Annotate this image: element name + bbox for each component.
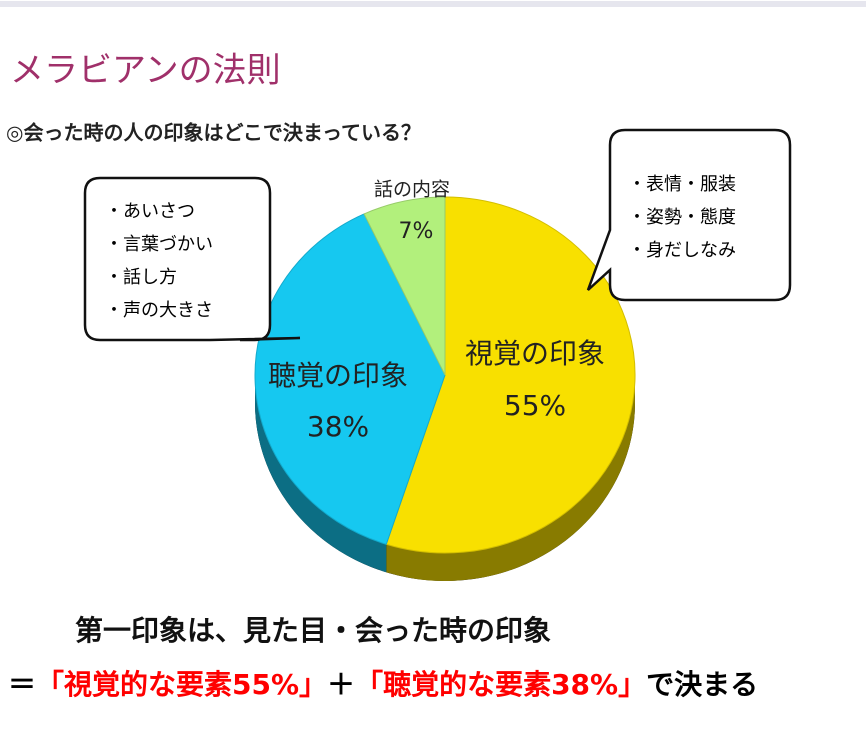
callout-item: ・話し方	[105, 267, 177, 288]
pie-slice	[363, 196, 446, 376]
callout-item: ・あいさつ	[105, 201, 195, 222]
callout-item: ・言葉づかい	[105, 234, 213, 255]
callout-box	[586, 128, 792, 302]
pie: 視覚の印象 55% 聴覚の印象 38% 話の内容 7%	[254, 179, 636, 581]
conclusion-part: 「聴覚的な要素38%」	[355, 668, 646, 701]
callout-box	[83, 176, 301, 342]
title: メラビアンの法則	[10, 51, 281, 91]
callout-right: ・表情・服装 ・姿勢・態度 ・身だしなみ	[586, 128, 792, 302]
pie-side	[386, 375, 635, 581]
slice-category-label: 聴覚の印象	[268, 359, 408, 392]
subtitle: ◎会った時の人の印象はどこで決まっている？	[6, 121, 421, 145]
conclusion-part: ＋	[327, 668, 355, 701]
callout-left: ・あいさつ ・言葉づかい ・話し方 ・声の大きさ	[83, 176, 301, 342]
callout-item: ・声の大きさ	[105, 300, 213, 321]
conclusion-line2: ＝「視覚的な要素55%」＋「聴覚的な要素38%」で決まる	[8, 668, 758, 701]
callout-item: ・身だしなみ	[628, 240, 736, 261]
slice-category-label: 視覚の印象	[465, 337, 605, 370]
slice-category-label: 話の内容	[374, 179, 450, 201]
callout-item: ・表情・服装	[628, 174, 736, 195]
pie-slice	[254, 213, 446, 545]
conclusion-part: 「視覚的な要素55%」	[36, 668, 327, 701]
slice-value-label: 7%	[399, 219, 434, 244]
conclusion-part: で決まる	[646, 668, 758, 701]
pie-slice	[385, 196, 636, 554]
slice-value-label: 55%	[504, 389, 566, 422]
slice-value-label: 38%	[307, 410, 369, 443]
conclusion-line1: 第一印象は、見た目・会った時の印象	[75, 614, 551, 647]
conclusion-part: ＝	[8, 668, 36, 701]
pie-side	[255, 375, 387, 573]
callout-item: ・姿勢・態度	[628, 207, 736, 228]
